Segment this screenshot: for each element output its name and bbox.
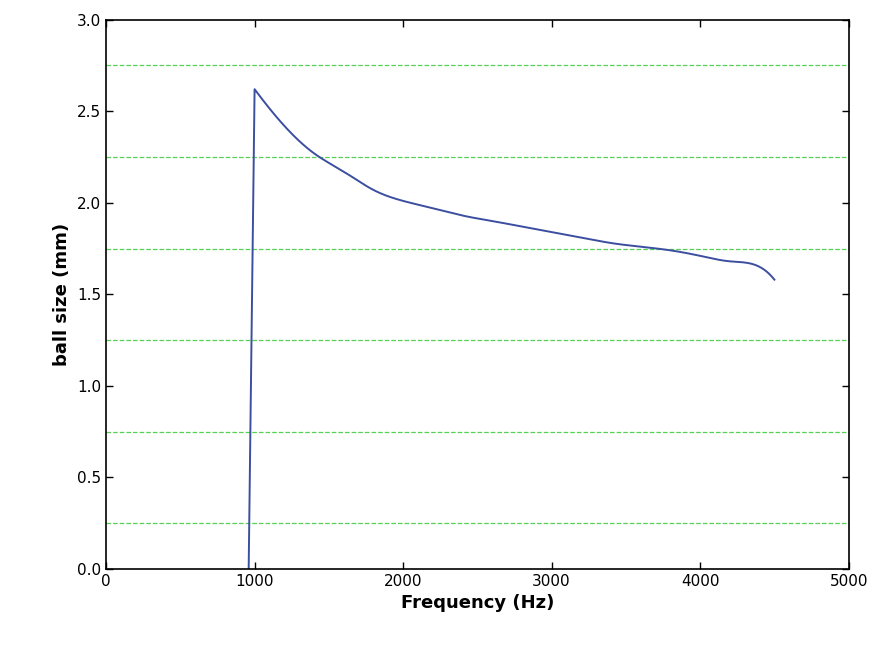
X-axis label: Frequency (Hz): Frequency (Hz) bbox=[400, 594, 554, 612]
Y-axis label: ball size (mm): ball size (mm) bbox=[53, 223, 72, 366]
